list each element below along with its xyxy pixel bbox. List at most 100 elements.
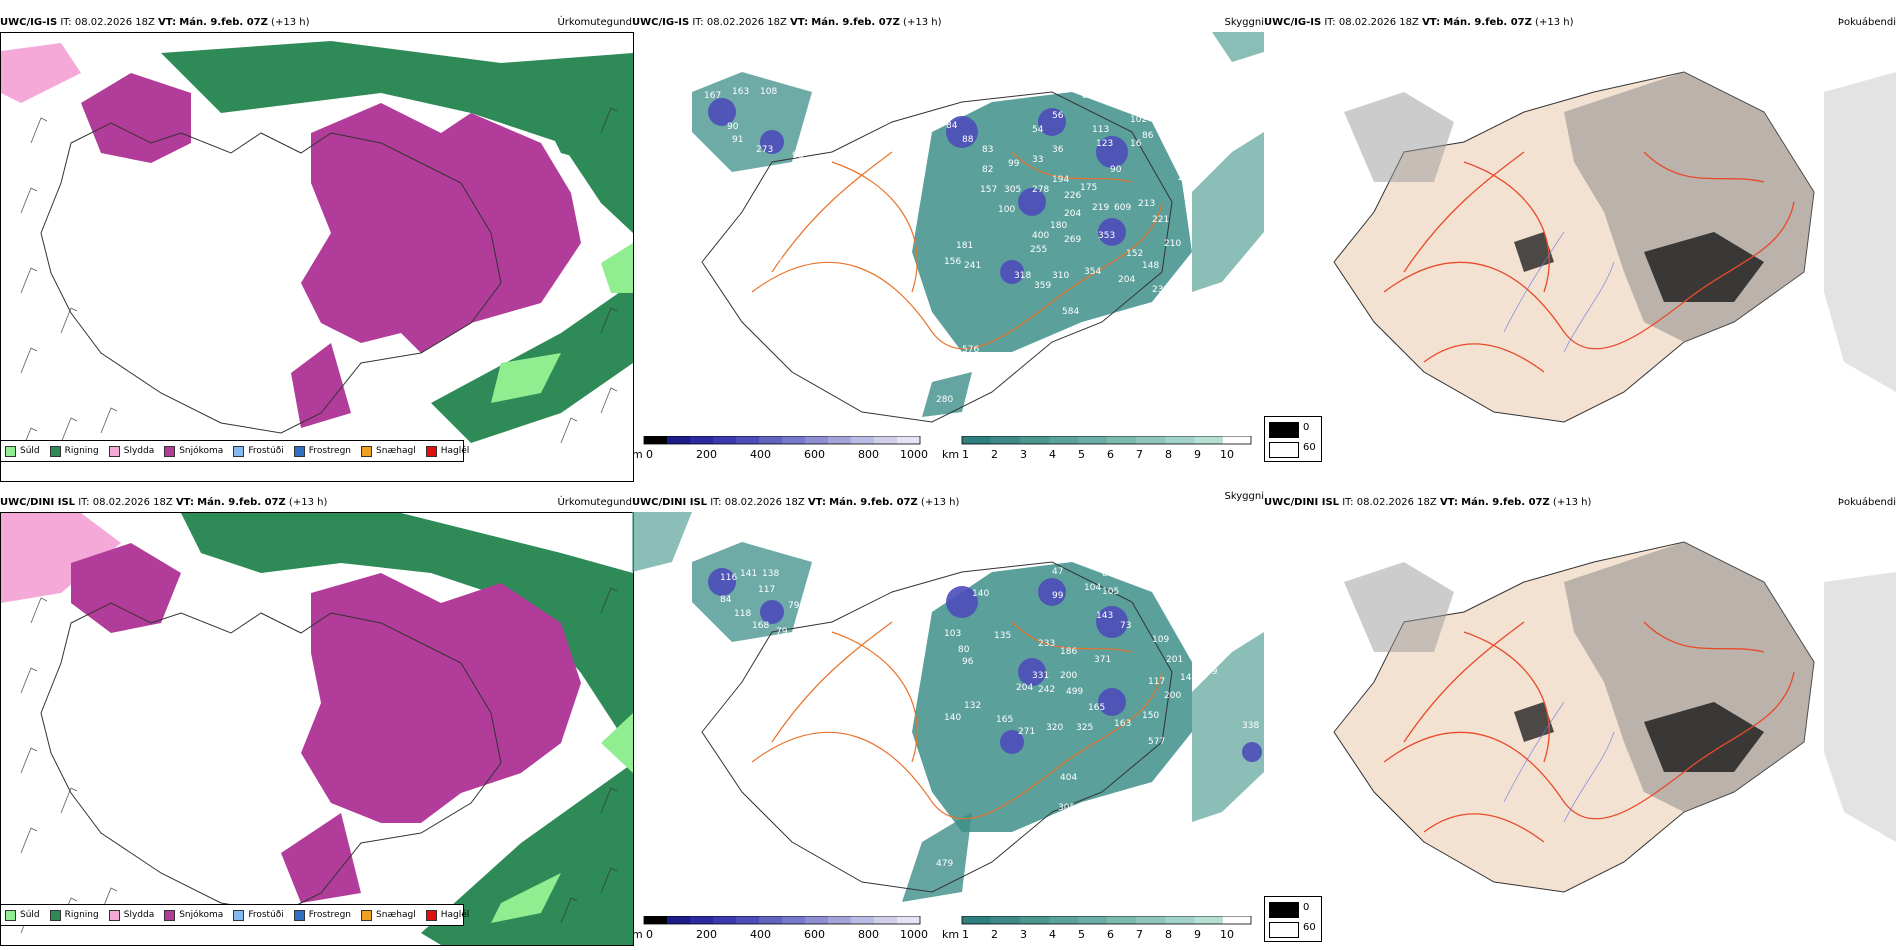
svg-text:117: 117: [758, 585, 775, 595]
svg-text:90: 90: [727, 122, 739, 132]
svg-text:201: 201: [1166, 655, 1183, 665]
legend-item: Haglél: [425, 445, 469, 457]
svg-text:0: 0: [646, 928, 653, 941]
fog-legend: 0 60: [1264, 416, 1322, 462]
svg-text:10: 10: [1220, 928, 1234, 941]
panel-header: UWC/DINI ISL IT: 08.02.2026 18Z VT: Mán.…: [632, 491, 1264, 508]
svg-text:186: 186: [1060, 647, 1077, 657]
svg-text:7: 7: [1136, 928, 1143, 941]
svg-text:94: 94: [894, 705, 906, 715]
svg-text:73: 73: [1120, 621, 1131, 631]
svg-text:278: 278: [1032, 185, 1049, 195]
panel-header: UWC/DINI ISL IT: 08.02.2026 18Z VT: Mán.…: [0, 497, 632, 508]
svg-text:96: 96: [792, 151, 804, 161]
svg-text:m: m: [632, 928, 643, 941]
svg-text:273: 273: [756, 145, 773, 155]
svg-text:163: 163: [732, 87, 749, 97]
legend-item: Frostúði: [233, 445, 284, 457]
svg-text:135: 135: [766, 257, 783, 267]
svg-text:103: 103: [944, 629, 961, 639]
svg-text:52: 52: [802, 135, 813, 145]
svg-text:354: 354: [1084, 267, 1101, 277]
svg-text:600: 600: [804, 928, 825, 941]
svg-text:371: 371: [1060, 345, 1077, 355]
fog-legend: 0 60: [1264, 896, 1322, 942]
svg-text:9: 9: [1194, 448, 1201, 461]
svg-text:577: 577: [1148, 737, 1165, 747]
legend-item: Rigning: [49, 445, 99, 457]
svg-text:123: 123: [1096, 139, 1113, 149]
svg-text:576: 576: [962, 345, 979, 355]
svg-text:499: 499: [1066, 687, 1083, 697]
legend-item: Súld: [5, 445, 40, 457]
legend-item: Slydda: [108, 909, 154, 921]
svg-text:108: 108: [760, 87, 777, 97]
svg-text:10: 10: [678, 257, 690, 267]
visibility-map: 116 141 138 117 79 84 118 168 79 73 43 140 104…: [632, 512, 1264, 912]
svg-text:43: 43: [882, 605, 893, 615]
svg-text:82: 82: [982, 165, 993, 175]
svg-text:200: 200: [696, 448, 717, 461]
legend-item: Frostúði: [233, 909, 284, 921]
svg-text:88: 88: [1102, 569, 1114, 579]
svg-text:141: 141: [740, 569, 757, 579]
svg-text:148: 148: [1142, 261, 1159, 271]
svg-text:609: 609: [1114, 203, 1131, 213]
panel-header: UWC/IG-IS IT: 08.02.2026 18Z VT: Mán. 9.…: [1264, 17, 1896, 28]
svg-text:km: km: [942, 448, 959, 461]
svg-text:204: 204: [1118, 275, 1135, 285]
svg-text:271: 271: [1018, 727, 1035, 737]
panel-header: UWC/DINI ISL IT: 08.02.2026 18Z VT: Mán.…: [1264, 497, 1896, 508]
svg-text:2: 2: [991, 928, 998, 941]
svg-text:210: 210: [1164, 239, 1181, 249]
legend-item: Rigning: [49, 909, 99, 921]
svg-text:400: 400: [750, 928, 771, 941]
panel-title: Úrkomutegund: [557, 497, 632, 508]
svg-text:180: 180: [1050, 221, 1067, 231]
svg-text:200: 200: [1164, 691, 1181, 701]
legend-item: Slydda: [108, 445, 154, 457]
svg-text:104: 104: [786, 165, 803, 175]
visibility-map: 167 163 108 118 90 91 273 96 104 71 81 84 83 99…: [632, 32, 1264, 448]
svg-text:353: 353: [1098, 231, 1115, 241]
svg-text:79: 79: [776, 627, 788, 637]
svg-text:226: 226: [1064, 191, 1081, 201]
svg-text:404: 404: [1060, 773, 1077, 783]
fog-panel-row2: UWC/DINI ISL IT: 08.02.2026 18Z VT: Mán.…: [1264, 496, 1900, 944]
svg-text:97: 97: [894, 249, 905, 259]
panel-title: Þokuábendi: [1837, 497, 1896, 508]
elevation-colorbar: m 0 200 400 600 800 1000: [632, 916, 932, 944]
panel-header: UWC/IG-IS IT: 08.02.2026 18Z VT: Mán. 9.…: [0, 17, 632, 28]
svg-text:310: 310: [1052, 271, 1069, 281]
svg-text:140: 140: [944, 713, 961, 723]
svg-text:5: 5: [1078, 448, 1085, 461]
visibility-colorbar: km 1 2 3 4 5 6 7 8 9 10: [942, 916, 1252, 944]
svg-text:8: 8: [1165, 448, 1172, 461]
svg-text:88: 88: [962, 135, 974, 145]
precip-type-legend: Súld Rigning Slydda Snjókoma Frostúði Fr…: [0, 904, 469, 926]
panel-title: Skyggni: [1224, 17, 1264, 28]
svg-text:9: 9: [1194, 928, 1201, 941]
svg-text:118: 118: [814, 121, 831, 131]
visibility-panel-row2: UWC/DINI ISL IT: 08.02.2026 18Z VT: Mán.…: [632, 491, 1264, 944]
svg-text:138: 138: [762, 569, 779, 579]
svg-text:4: 4: [1049, 928, 1056, 941]
visibility-panel-row1: UWC/IG-IS IT: 08.02.2026 18Z VT: Mán. 9.…: [632, 16, 1264, 464]
svg-text:219: 219: [1092, 203, 1109, 213]
precip-type-map: [0, 512, 634, 946]
svg-text:800: 800: [858, 928, 879, 941]
svg-text:132: 132: [964, 701, 981, 711]
svg-text:479: 479: [936, 859, 953, 869]
svg-text:73: 73: [786, 645, 797, 655]
svg-text:84: 84: [720, 595, 732, 605]
svg-text:16: 16: [1130, 139, 1142, 149]
svg-text:79: 79: [788, 601, 800, 611]
svg-text:269: 269: [1064, 235, 1081, 245]
elevation-swatches: [643, 436, 921, 445]
precip-panel-row1: UWC/IG-IS IT: 08.02.2026 18Z VT: Mán. 9.…: [0, 16, 634, 482]
svg-text:33: 33: [1032, 155, 1043, 165]
svg-text:800: 800: [858, 448, 879, 461]
svg-text:54: 54: [1032, 125, 1044, 135]
legend-item: Frostregn: [293, 445, 351, 457]
svg-text:109: 109: [1152, 635, 1169, 645]
